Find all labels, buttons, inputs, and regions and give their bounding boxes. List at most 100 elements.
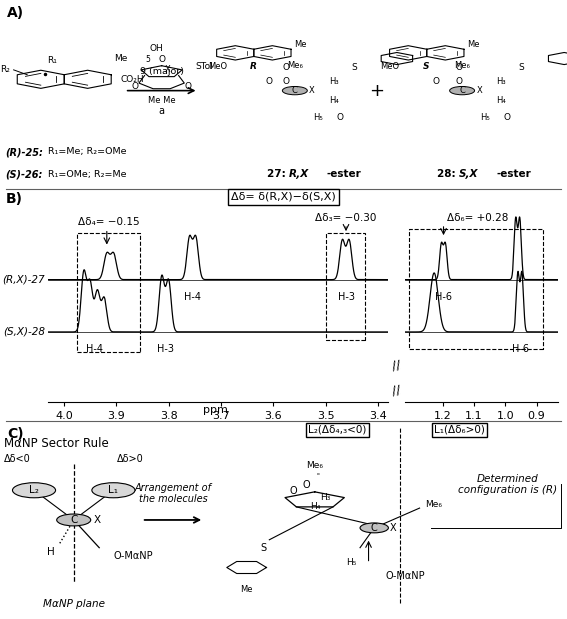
Text: H₅: H₅ xyxy=(312,113,323,123)
Text: R₁: R₁ xyxy=(47,56,57,64)
Circle shape xyxy=(12,483,56,498)
Bar xyxy=(325,233,365,340)
Bar xyxy=(409,230,543,348)
Text: X: X xyxy=(476,86,482,95)
Text: CO₂H: CO₂H xyxy=(121,75,144,84)
Text: X: X xyxy=(94,515,101,525)
Text: //: // xyxy=(391,383,402,397)
Text: X: X xyxy=(309,86,315,95)
Text: Me: Me xyxy=(240,586,253,594)
Text: H₄: H₄ xyxy=(496,95,506,105)
Text: -ester: -ester xyxy=(326,170,361,180)
Text: Δδ<0: Δδ<0 xyxy=(3,454,31,464)
Text: C: C xyxy=(371,523,378,533)
Text: ᵒ: ᵒ xyxy=(316,473,320,479)
Bar xyxy=(77,233,140,352)
Text: (R,X)-27: (R,X)-27 xyxy=(2,275,45,285)
Text: MαNP Sector Rule: MαNP Sector Rule xyxy=(5,437,109,450)
Text: Arrangement of
the molecules: Arrangement of the molecules xyxy=(134,483,211,504)
Text: X: X xyxy=(164,66,170,74)
Text: //: // xyxy=(391,358,402,373)
Circle shape xyxy=(92,483,135,498)
Circle shape xyxy=(282,87,307,95)
Text: Me₆: Me₆ xyxy=(454,61,470,70)
Text: S: S xyxy=(352,64,357,72)
Text: H₄: H₄ xyxy=(311,503,321,511)
Text: X: X xyxy=(390,523,397,533)
Text: H-4: H-4 xyxy=(184,292,201,301)
Text: Me₆: Me₆ xyxy=(287,61,303,70)
Text: O: O xyxy=(158,55,165,64)
Text: H₃: H₃ xyxy=(320,493,330,502)
Text: ppm: ppm xyxy=(203,405,228,415)
Text: Me₆: Me₆ xyxy=(425,500,442,509)
Text: Me: Me xyxy=(114,54,128,63)
Text: MeO: MeO xyxy=(380,62,400,71)
Text: OH: OH xyxy=(149,44,163,53)
Text: O: O xyxy=(456,64,463,72)
Text: Me: Me xyxy=(294,40,306,49)
Text: MeO: MeO xyxy=(208,62,227,71)
Text: R₁=Me; R₂=OMe: R₁=Me; R₂=OMe xyxy=(48,147,126,156)
Text: H₄: H₄ xyxy=(329,95,338,105)
Text: H-6: H-6 xyxy=(511,344,528,354)
Text: Me: Me xyxy=(467,40,479,49)
Text: 28:: 28: xyxy=(437,170,459,180)
Text: L₂(Δδ₄,₃<0): L₂(Δδ₄,₃<0) xyxy=(308,425,366,435)
Text: 5: 5 xyxy=(145,55,150,64)
Text: R,X: R,X xyxy=(289,170,310,180)
Text: H₃: H₃ xyxy=(496,77,506,85)
Text: B): B) xyxy=(6,192,23,206)
Text: Δδ₆= +0.28: Δδ₆= +0.28 xyxy=(447,213,508,223)
Text: H-4: H-4 xyxy=(86,344,103,354)
Text: H: H xyxy=(47,547,55,556)
Text: Δδ₄= −0.15: Δδ₄= −0.15 xyxy=(78,217,139,227)
Text: O: O xyxy=(456,77,463,85)
Text: O: O xyxy=(433,77,439,85)
Text: C: C xyxy=(292,86,298,95)
Text: O: O xyxy=(302,480,310,490)
Text: (R)-25:: (R)-25: xyxy=(6,147,44,157)
Text: O: O xyxy=(265,77,272,85)
Text: Me₆: Me₆ xyxy=(306,461,323,470)
Text: H-3: H-3 xyxy=(157,344,174,354)
Text: O: O xyxy=(337,113,344,121)
Text: O: O xyxy=(290,485,297,496)
Text: Δδ= δ(R,X)−δ(S,X): Δδ= δ(R,X)−δ(S,X) xyxy=(231,192,336,202)
Text: L₁(Δδ₆>0): L₁(Δδ₆>0) xyxy=(434,425,485,435)
Text: R₁=OMe; R₂=Me: R₁=OMe; R₂=Me xyxy=(48,170,126,179)
Text: S,X: S,X xyxy=(459,170,479,180)
Circle shape xyxy=(450,87,475,95)
Text: O: O xyxy=(184,82,191,92)
Text: O: O xyxy=(132,82,139,92)
Text: Determined
configuration is (R): Determined configuration is (R) xyxy=(458,474,557,495)
Text: STol: STol xyxy=(196,61,213,71)
Text: S: S xyxy=(519,64,524,72)
Text: (S)-26:: (S)-26: xyxy=(6,170,43,180)
Circle shape xyxy=(360,523,388,533)
Text: H₅: H₅ xyxy=(480,113,490,123)
Text: C): C) xyxy=(7,427,23,441)
Text: O: O xyxy=(283,77,290,85)
Text: C: C xyxy=(459,86,465,95)
Text: H₃: H₃ xyxy=(329,77,338,85)
Text: L₁: L₁ xyxy=(108,485,119,495)
Text: L₂: L₂ xyxy=(29,485,39,495)
Text: +: + xyxy=(370,82,384,100)
Text: Me Me: Me Me xyxy=(148,97,175,105)
Text: MαNP plane: MαNP plane xyxy=(43,599,105,609)
Text: H-6: H-6 xyxy=(435,292,452,301)
Text: A): A) xyxy=(7,6,24,20)
Text: H₅: H₅ xyxy=(346,558,357,566)
Circle shape xyxy=(57,514,91,526)
Text: a: a xyxy=(159,106,164,116)
Text: O-MαNP: O-MαNP xyxy=(386,571,425,581)
Text: O: O xyxy=(504,113,511,121)
Text: Δδ₃= −0.30: Δδ₃= −0.30 xyxy=(315,213,376,223)
Text: -ester: -ester xyxy=(496,170,531,180)
Text: R₂: R₂ xyxy=(0,66,10,74)
Text: 9 (major): 9 (major) xyxy=(139,66,184,76)
Text: Δδ>0: Δδ>0 xyxy=(117,454,144,464)
Text: 27:: 27: xyxy=(267,170,289,180)
Text: (S,X)-28: (S,X)-28 xyxy=(3,327,45,337)
